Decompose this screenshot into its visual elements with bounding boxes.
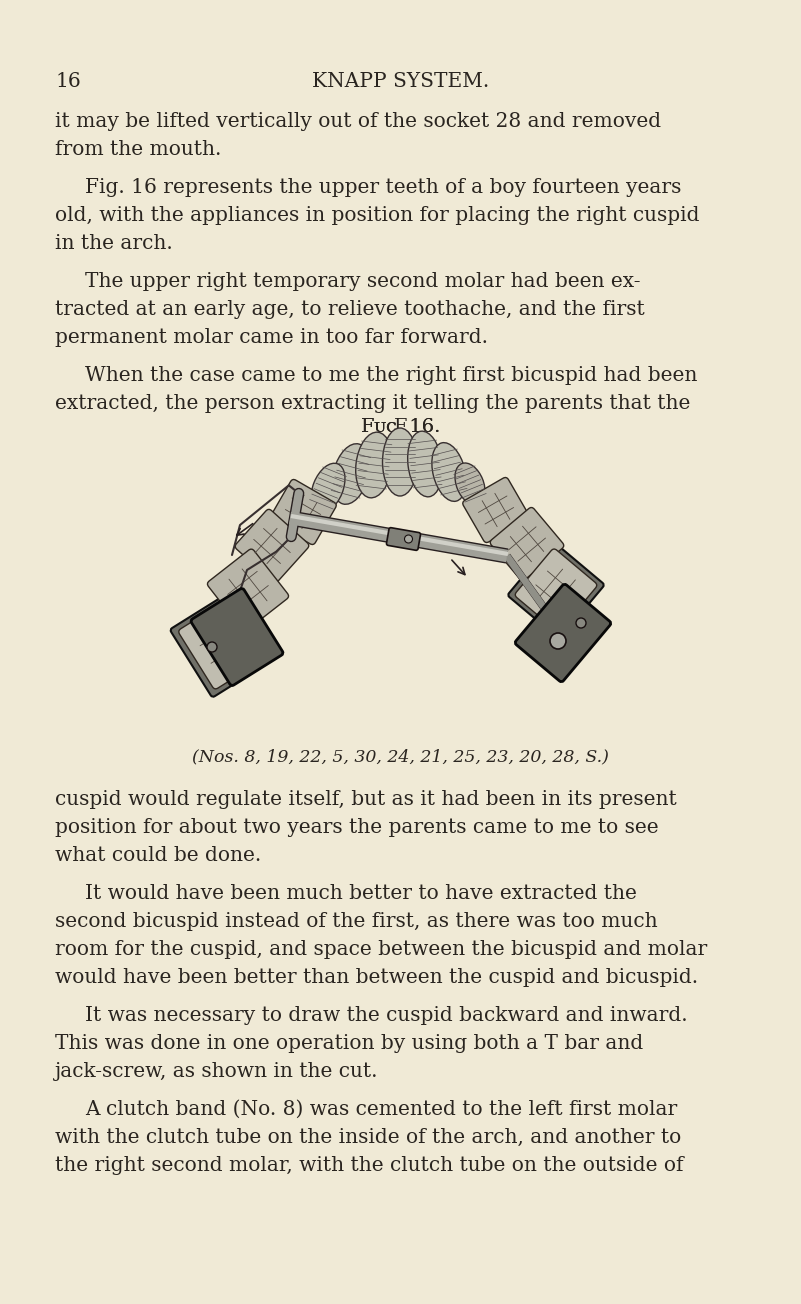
FancyBboxPatch shape xyxy=(179,597,269,689)
FancyBboxPatch shape xyxy=(490,507,564,580)
FancyBboxPatch shape xyxy=(463,477,529,542)
Text: The upper right temporary second molar had been ex-: The upper right temporary second molar h… xyxy=(85,273,641,291)
FancyBboxPatch shape xyxy=(235,510,309,583)
Text: 16: 16 xyxy=(55,72,81,91)
Text: It would have been much better to have extracted the: It would have been much better to have e… xyxy=(85,884,637,902)
Text: what could be done.: what could be done. xyxy=(55,846,261,865)
Text: room for the cuspid, and space between the bicuspid and molar: room for the cuspid, and space between t… xyxy=(55,940,707,958)
Ellipse shape xyxy=(576,618,586,629)
Ellipse shape xyxy=(455,463,485,505)
Text: it may be lifted vertically out of the socket 28 and removed: it may be lifted vertically out of the s… xyxy=(55,112,661,130)
Text: extracted, the person extracting it telling the parents that the: extracted, the person extracting it tell… xyxy=(55,394,690,413)
Text: Fᴜᴄ. 16.: Fᴜᴄ. 16. xyxy=(360,419,441,436)
FancyBboxPatch shape xyxy=(386,528,421,550)
FancyBboxPatch shape xyxy=(171,589,277,696)
Text: second bicuspid instead of the first, as there was too much: second bicuspid instead of the first, as… xyxy=(55,911,658,931)
Text: cuspid would regulate itself, but as it had been in its present: cuspid would regulate itself, but as it … xyxy=(55,790,677,808)
Ellipse shape xyxy=(332,443,370,505)
Ellipse shape xyxy=(405,535,413,542)
Text: would have been better than between the cuspid and bicuspid.: would have been better than between the … xyxy=(55,968,698,987)
Text: jack-screw, as shown in the cut.: jack-screw, as shown in the cut. xyxy=(55,1061,379,1081)
Text: permanent molar came in too far forward.: permanent molar came in too far forward. xyxy=(55,329,488,347)
Text: F: F xyxy=(394,419,407,436)
Text: This was done in one operation by using both a T bar and: This was done in one operation by using … xyxy=(55,1034,643,1054)
Text: KNAPP SYSTEM.: KNAPP SYSTEM. xyxy=(312,72,489,91)
Ellipse shape xyxy=(383,428,417,496)
FancyBboxPatch shape xyxy=(509,542,604,638)
Text: old, with the appliances in position for placing the right cuspid: old, with the appliances in position for… xyxy=(55,206,699,226)
Ellipse shape xyxy=(550,632,566,649)
Ellipse shape xyxy=(311,463,345,512)
Text: Fᴜᴄ. 16.: Fᴜᴄ. 16. xyxy=(360,419,441,436)
Text: in the arch.: in the arch. xyxy=(55,233,173,253)
Text: from the mouth.: from the mouth. xyxy=(55,140,221,159)
FancyBboxPatch shape xyxy=(515,549,597,631)
Ellipse shape xyxy=(432,442,466,501)
Text: A clutch band (No. 8) was cemented to the left first molar: A clutch band (No. 8) was cemented to th… xyxy=(85,1101,678,1119)
Ellipse shape xyxy=(356,432,392,498)
FancyBboxPatch shape xyxy=(515,584,611,682)
Text: Fig. 16 represents the upper teeth of a boy fourteen years: Fig. 16 represents the upper teeth of a … xyxy=(85,179,682,197)
Text: (Nos. 8, 19, 22, 5, 30, 24, 21, 25, 23, 20, 28, S.): (Nos. 8, 19, 22, 5, 30, 24, 21, 25, 23, … xyxy=(192,748,609,765)
Text: position for about two years the parents came to me to see: position for about two years the parents… xyxy=(55,818,658,837)
FancyBboxPatch shape xyxy=(270,480,336,545)
FancyBboxPatch shape xyxy=(207,549,288,631)
Text: tracted at an early age, to relieve toothache, and the first: tracted at an early age, to relieve toot… xyxy=(55,300,645,319)
Text: When the case came to me the right first bicuspid had been: When the case came to me the right first… xyxy=(85,366,698,385)
Ellipse shape xyxy=(408,432,442,497)
Ellipse shape xyxy=(207,642,217,652)
FancyBboxPatch shape xyxy=(191,588,283,686)
Text: It was necessary to draw the cuspid backward and inward.: It was necessary to draw the cuspid back… xyxy=(85,1005,687,1025)
Text: the right second molar, with the clutch tube on the outside of: the right second molar, with the clutch … xyxy=(55,1157,683,1175)
Text: with the clutch tube on the inside of the arch, and another to: with the clutch tube on the inside of th… xyxy=(55,1128,681,1148)
